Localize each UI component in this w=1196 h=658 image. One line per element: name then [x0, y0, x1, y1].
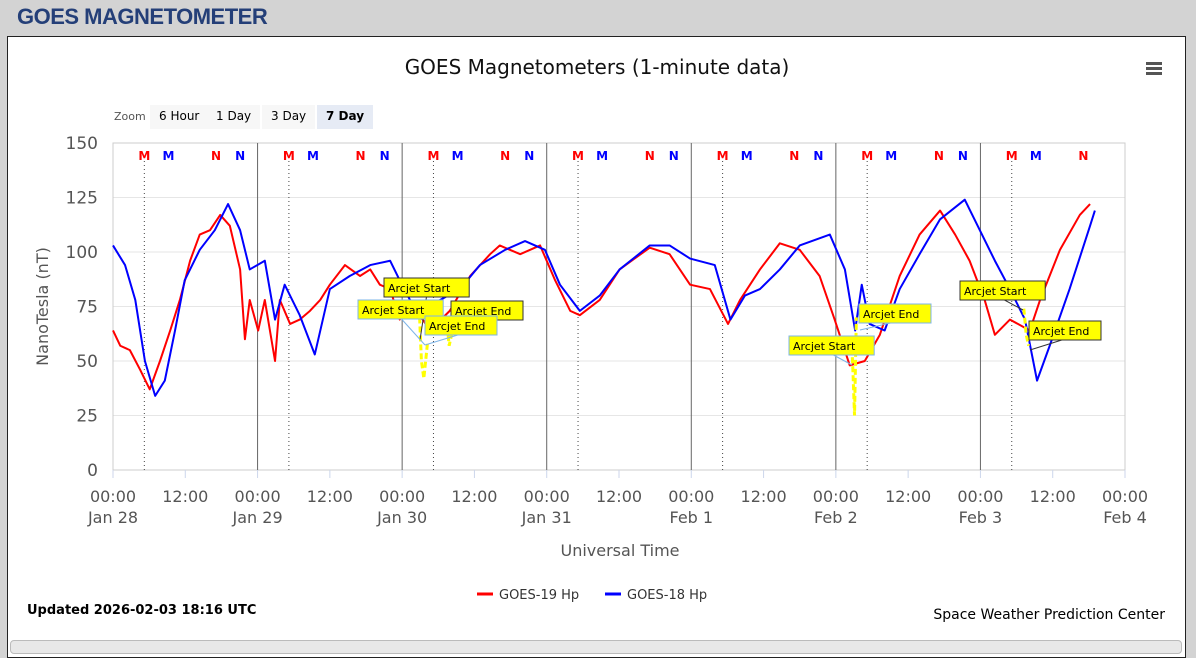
arcjet-annotation-label: Arcjet Start [793, 340, 856, 353]
y-tick-label: 100 [66, 243, 98, 263]
bottom-scrollbar[interactable] [10, 640, 1182, 654]
noon-midnight-marker: M [861, 149, 873, 163]
legend-item: GOES-19 Hp [499, 588, 579, 603]
x-tick-date: Feb 1 [669, 508, 713, 527]
noon-midnight-marker: M [741, 149, 753, 163]
noon-midnight-marker: N [813, 149, 823, 163]
arcjet-annotation-box [424, 315, 498, 336]
arcjet-annotation-box [959, 280, 1046, 301]
zoom-6-hour-button[interactable]: 6 Hour [150, 105, 209, 129]
arcjet-annotation-label: Arcjet End [1033, 325, 1089, 338]
arcjet-segment [1022, 308, 1031, 347]
arcjet-annotation-box [383, 277, 470, 298]
arcjet-annotation-label: Arcjet End [455, 305, 511, 318]
noon-midnight-marker: N [789, 149, 799, 163]
noon-midnight-marker: N [669, 149, 679, 163]
zoom-3-day-button[interactable]: 3 Day [262, 105, 316, 129]
noon-midnight-marker: M [427, 149, 439, 163]
noon-midnight-marker: N [524, 149, 534, 163]
arcjet-annotation-label: Arcjet End [429, 320, 485, 333]
credit-text: Space Weather Prediction Center [933, 607, 1165, 623]
noon-midnight-marker: N [645, 149, 655, 163]
x-tick-label: 12:00 [596, 487, 642, 506]
arcjet-annotation-box [1028, 320, 1102, 341]
y-tick-label: 75 [76, 298, 98, 318]
hamburger-icon[interactable] [1146, 62, 1162, 77]
noon-midnight-marker: M [162, 149, 174, 163]
zoom-7-day-button[interactable]: 7 Day [317, 105, 374, 129]
y-tick-label: 50 [76, 352, 98, 372]
x-tick-label: 00:00 [813, 487, 859, 506]
y-axis-title: NanoTesla (nT) [33, 247, 52, 366]
series-line-goes-19-hp [112, 203, 1091, 391]
x-tick-date: Feb 2 [814, 508, 858, 527]
noon-midnight-marker: M [307, 149, 319, 163]
y-tick-label: 25 [76, 407, 98, 427]
y-tick-label: 125 [66, 189, 98, 209]
y-tick-label: 150 [66, 134, 98, 154]
page-header: GOES MAGNETOMETER [17, 4, 268, 29]
x-tick-label: 00:00 [90, 487, 136, 506]
noon-midnight-marker: M [138, 149, 150, 163]
zoom-1-day-button[interactable]: 1 Day [207, 105, 261, 129]
annotation-connector [424, 333, 462, 346]
x-tick-label: 12:00 [162, 487, 208, 506]
x-tick-date: Jan 30 [376, 508, 427, 527]
x-tick-date: Jan 31 [521, 508, 572, 527]
noon-midnight-marker: M [1006, 149, 1018, 163]
noon-midnight-marker: M [717, 149, 729, 163]
noon-midnight-marker: N [380, 149, 390, 163]
chart-panel [7, 36, 1186, 658]
x-tick-label: 00:00 [379, 487, 425, 506]
x-tick-label: 12:00 [885, 487, 931, 506]
arcjet-annotation-label: Arcjet Start [964, 285, 1027, 298]
annotation-connector [831, 353, 853, 366]
x-tick-date: Feb 3 [959, 508, 1003, 527]
x-tick-label: 12:00 [451, 487, 497, 506]
legend-item: GOES-18 Hp [627, 588, 707, 603]
x-tick-label: 12:00 [741, 487, 787, 506]
x-tick-label: 00:00 [668, 487, 714, 506]
x-tick-date: Jan 28 [87, 508, 138, 527]
x-tick-label: 12:00 [1030, 487, 1076, 506]
noon-midnight-marker: N [958, 149, 968, 163]
noon-midnight-marker: M [452, 149, 464, 163]
noon-midnight-marker: N [1078, 149, 1088, 163]
annotation-connector [400, 317, 426, 346]
arcjet-segment [445, 325, 454, 347]
noon-midnight-marker: M [572, 149, 584, 163]
x-axis-title: Universal Time [560, 541, 679, 560]
noon-midnight-marker: N [211, 149, 221, 163]
noon-midnight-marker: N [356, 149, 366, 163]
arcjet-segment [850, 317, 858, 416]
arcjet-annotation-box [357, 299, 444, 320]
arcjet-annotation-box [788, 335, 875, 356]
arcjet-annotation-label: Arcjet Start [388, 282, 451, 295]
noon-midnight-marker: M [885, 149, 897, 163]
x-tick-label: 00:00 [957, 487, 1003, 506]
y-tick-label: 0 [87, 461, 98, 481]
noon-midnight-marker: N [500, 149, 510, 163]
x-tick-label: 00:00 [235, 487, 281, 506]
arcjet-annotation-label: Arcjet End [863, 308, 919, 321]
series-line-goes-18-hp [112, 198, 1096, 397]
noon-midnight-marker: M [283, 149, 295, 163]
zoom-label: Zoom [114, 110, 146, 123]
x-tick-date: Jan 29 [232, 508, 283, 527]
arcjet-annotation-label: Arcjet Start [362, 304, 425, 317]
noon-midnight-marker: M [1030, 149, 1042, 163]
x-tick-label: 00:00 [524, 487, 570, 506]
annotation-connector [1002, 298, 1024, 311]
annotation-connector [1029, 338, 1066, 351]
arcjet-annotation-box [858, 303, 932, 324]
x-tick-date: Feb 4 [1103, 508, 1147, 527]
x-tick-label: 00:00 [1102, 487, 1148, 506]
noon-midnight-marker: N [934, 149, 944, 163]
noon-midnight-marker: M [596, 149, 608, 163]
noon-midnight-marker: N [235, 149, 245, 163]
chart-title: GOES Magnetometers (1-minute data) [405, 55, 790, 79]
updated-timestamp: Updated 2026-02-03 18:16 UTC [27, 603, 257, 618]
x-tick-label: 12:00 [307, 487, 353, 506]
